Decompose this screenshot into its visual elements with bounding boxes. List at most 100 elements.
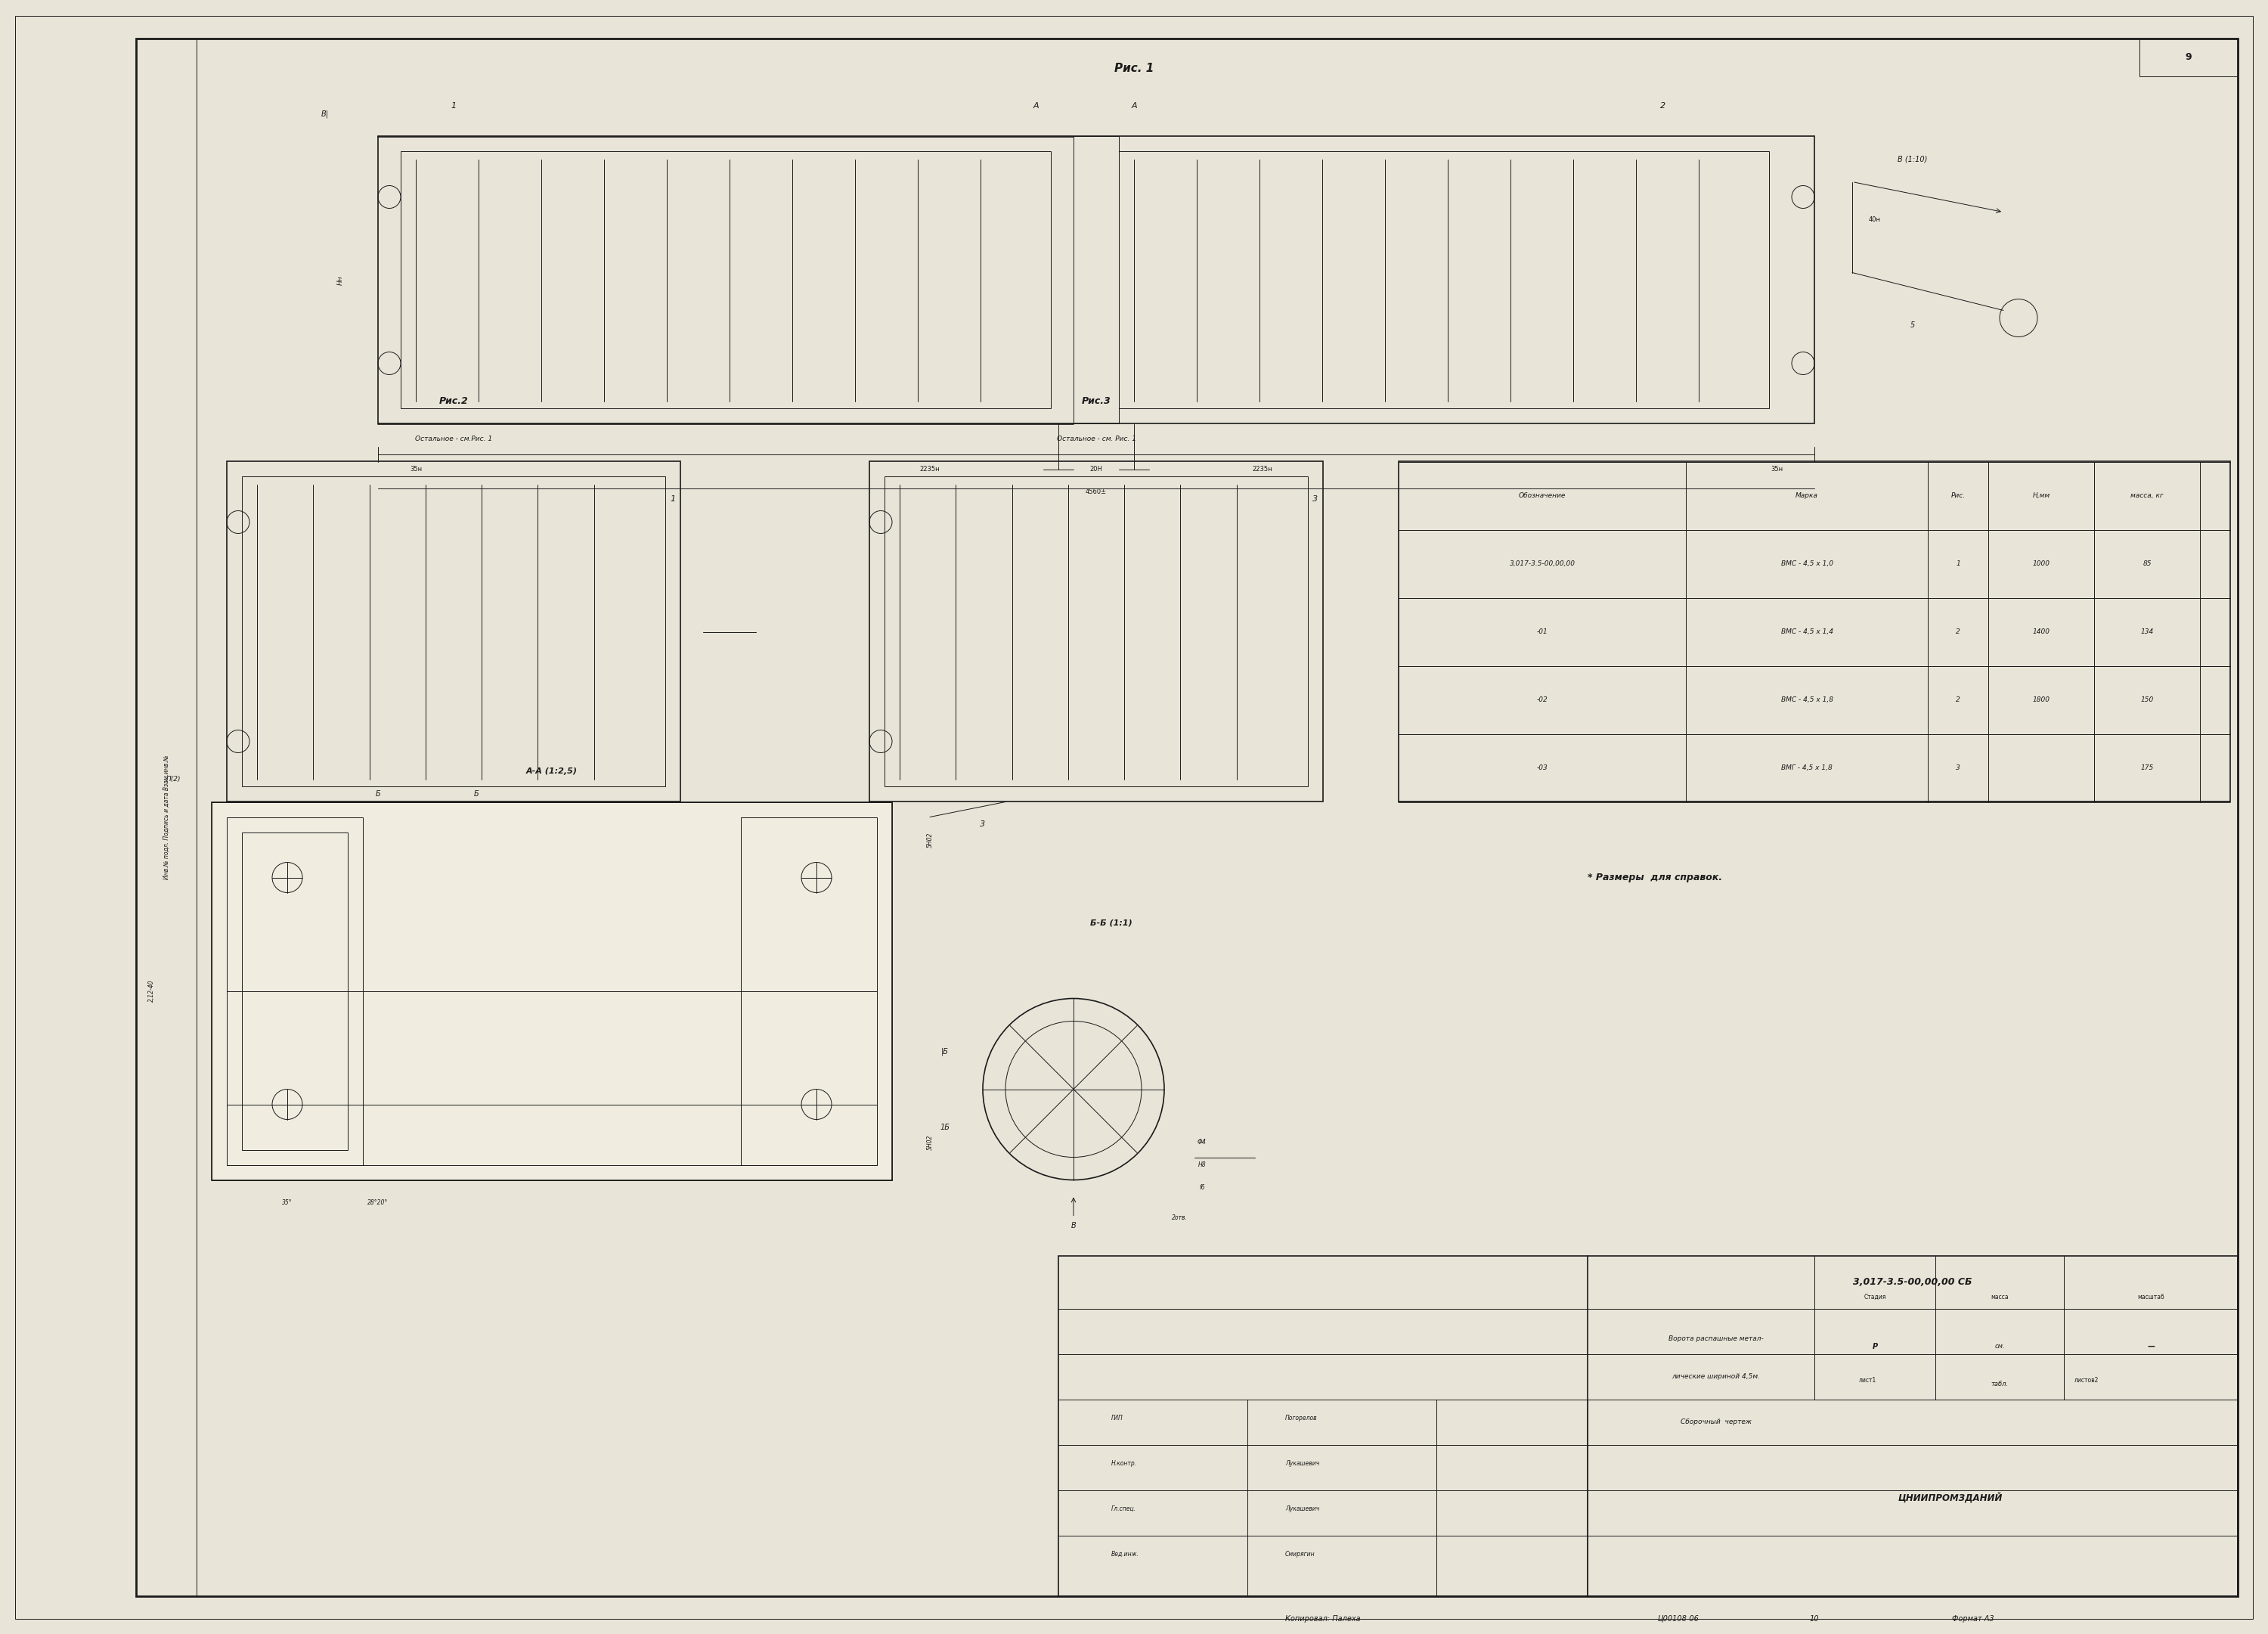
Text: Ворота распашные метал-: Ворота распашные метал- <box>1669 1335 1765 1342</box>
Text: см.: см. <box>1994 1343 2005 1350</box>
Text: Рис.2: Рис.2 <box>440 395 467 405</box>
Text: 1: 1 <box>451 103 456 109</box>
Text: лические шириной 4,5м.: лические шириной 4,5м. <box>1672 1373 1760 1381</box>
Text: Рис.3: Рис.3 <box>1082 395 1111 405</box>
Bar <box>1399 462 2229 802</box>
Text: f6: f6 <box>1200 1185 1204 1191</box>
Text: 1: 1 <box>1955 560 1960 567</box>
Text: -02: -02 <box>1538 696 1547 703</box>
Text: 3,017-3.5-00,00,00 СБ: 3,017-3.5-00,00,00 СБ <box>1853 1278 1973 1288</box>
Text: А: А <box>1132 103 1136 109</box>
Text: В|: В| <box>322 109 329 118</box>
Text: 134: 134 <box>2141 629 2155 636</box>
Text: 10: 10 <box>1810 1614 1819 1623</box>
Text: 1800: 1800 <box>2032 696 2050 703</box>
Text: Лукашевич: Лукашевич <box>1286 1505 1320 1511</box>
Text: 20Н: 20Н <box>1091 466 1102 472</box>
Text: —: — <box>2148 1343 2155 1350</box>
Text: 5: 5 <box>1910 322 1914 330</box>
Bar <box>742 817 878 1165</box>
Text: А: А <box>1032 103 1039 109</box>
Text: 150: 150 <box>2141 696 2155 703</box>
Text: Погорелов: Погорелов <box>1286 1415 1318 1422</box>
Text: Вед.инж.: Вед.инж. <box>1111 1551 1139 1557</box>
Text: П(2): П(2) <box>166 776 181 783</box>
Text: масштаб: масштаб <box>2136 1294 2164 1301</box>
Bar <box>211 802 891 1180</box>
Text: Смирягин: Смирягин <box>1286 1551 1315 1557</box>
Text: В (1:10): В (1:10) <box>1898 155 1928 163</box>
Text: Стадия: Стадия <box>1864 1294 1887 1301</box>
Text: 9: 9 <box>2186 52 2191 62</box>
Text: 1: 1 <box>669 495 676 503</box>
Text: 2: 2 <box>1660 103 1667 109</box>
Bar <box>136 38 197 1596</box>
Bar <box>1073 137 1118 423</box>
Text: 3,017-3.5-00,00,00: 3,017-3.5-00,00,00 <box>1510 560 1574 567</box>
Text: 1Б: 1Б <box>939 1123 950 1131</box>
Text: ГИП: ГИП <box>1111 1415 1123 1422</box>
Text: 3: 3 <box>980 820 987 828</box>
Bar <box>227 462 680 802</box>
Text: Ц00108-06: Ц00108-06 <box>1658 1614 1699 1623</box>
Text: Сборочный  чертеж: Сборочный чертеж <box>1681 1418 1751 1425</box>
Text: 5Н02: 5Н02 <box>925 1134 934 1150</box>
Text: 28°20°: 28°20° <box>367 1199 388 1206</box>
Text: -03: -03 <box>1538 765 1547 771</box>
Text: лист1: лист1 <box>1857 1377 1876 1384</box>
Text: 2235н: 2235н <box>1252 466 1272 472</box>
Bar <box>1059 1255 2239 1596</box>
Text: B: B <box>1070 1222 1075 1229</box>
Text: А-А (1:2,5): А-А (1:2,5) <box>526 768 578 776</box>
Text: Н.контр.: Н.контр. <box>1111 1461 1136 1467</box>
Bar <box>227 1105 878 1165</box>
Text: Рис.: Рис. <box>1950 492 1966 498</box>
Bar <box>243 832 347 1150</box>
Text: ВМС - 4,5 х 1,0: ВМС - 4,5 х 1,0 <box>1780 560 1833 567</box>
Text: Φ4: Φ4 <box>1198 1139 1207 1145</box>
Text: масса: масса <box>1991 1294 2009 1301</box>
Text: 40н: 40н <box>1869 216 1880 224</box>
Text: ЦНИИПРОМЗДАНИЙ: ЦНИИПРОМЗДАНИЙ <box>1898 1492 2003 1503</box>
Text: Копировал: Палеха: Копировал: Палеха <box>1286 1614 1361 1623</box>
Text: 175: 175 <box>2141 765 2155 771</box>
Text: Б-Б (1:1): Б-Б (1:1) <box>1091 918 1132 926</box>
Text: |Б: |Б <box>941 1047 948 1056</box>
Text: 2: 2 <box>1955 629 1960 636</box>
Text: 2: 2 <box>1955 696 1960 703</box>
Text: ВМГ - 4,5 х 1,8: ВМГ - 4,5 х 1,8 <box>1780 765 1833 771</box>
Text: табл.: табл. <box>1991 1381 2009 1387</box>
Text: Гл.спец.: Гл.спец. <box>1111 1505 1136 1511</box>
Text: масса, кг: масса, кг <box>2130 492 2164 498</box>
Text: Б: Б <box>376 791 381 797</box>
Text: Лукашевич: Лукашевич <box>1286 1461 1320 1467</box>
Text: Марка: Марка <box>1796 492 1819 498</box>
Text: 35н: 35н <box>411 466 422 472</box>
Bar <box>379 137 1814 423</box>
Bar <box>243 477 665 786</box>
Text: -01: -01 <box>1538 629 1547 636</box>
Text: 85: 85 <box>2143 560 2152 567</box>
Bar <box>1118 152 1769 408</box>
Text: Инв.№ подл. Подпись и дата Взам.инв.№: Инв.№ подл. Подпись и дата Взам.инв.№ <box>163 755 170 879</box>
Bar <box>401 152 1050 408</box>
Text: Формат А3: Формат А3 <box>1953 1614 1994 1623</box>
Text: Б: Б <box>474 791 479 797</box>
Text: 2,12-40: 2,12-40 <box>147 980 154 1002</box>
Text: Н8: Н8 <box>1198 1162 1207 1168</box>
Text: 1000: 1000 <box>2032 560 2050 567</box>
Text: листов2: листов2 <box>2075 1377 2098 1384</box>
Text: 5Н02: 5Н02 <box>925 832 934 848</box>
Text: Остальное - см. Рис. 1: Остальное - см. Рис. 1 <box>1057 436 1136 443</box>
Bar <box>227 817 363 1165</box>
Text: * Размеры  для справок.: * Размеры для справок. <box>1588 873 1721 882</box>
Text: Нн: Нн <box>336 276 345 284</box>
Text: Рис. 1: Рис. 1 <box>1114 62 1154 74</box>
Text: 1400: 1400 <box>2032 629 2050 636</box>
Bar <box>211 802 891 1180</box>
Text: 4560±: 4560± <box>1086 489 1107 495</box>
Text: Остальное - см.Рис. 1: Остальное - см.Рис. 1 <box>415 436 492 443</box>
Bar <box>2139 38 2239 77</box>
Text: 3: 3 <box>1313 495 1318 503</box>
Text: Р: Р <box>1871 1343 1878 1350</box>
